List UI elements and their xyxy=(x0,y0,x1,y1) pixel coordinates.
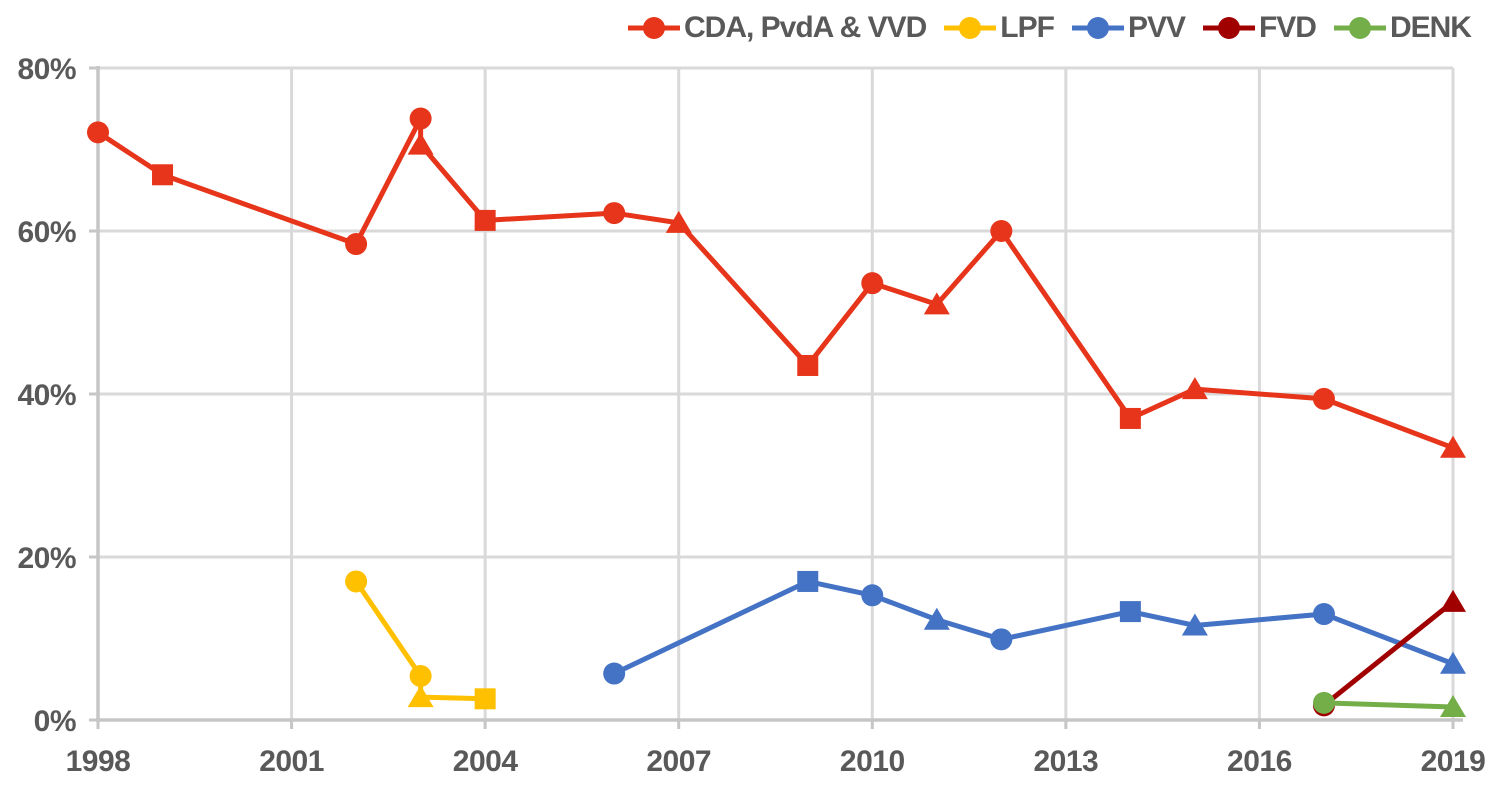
data-point-marker-cda-pvda-vvd xyxy=(345,233,368,256)
data-point-marker-cda-pvda-vvd xyxy=(87,121,109,144)
data-point-marker-cda-pvda-vvd xyxy=(1440,435,1466,458)
data-point-marker-cda-pvda-vvd xyxy=(861,272,884,295)
legend-line-marker-icon xyxy=(1333,17,1386,39)
series-fvd xyxy=(1312,589,1466,717)
series-lpf xyxy=(345,570,496,710)
data-point-marker-cda-pvda-vvd xyxy=(1119,407,1141,429)
legend-line-marker-icon xyxy=(628,17,680,39)
x-axis-tick-label: 2004 xyxy=(453,745,519,778)
data-point-marker-cda-pvda-vvd xyxy=(1181,377,1208,400)
series-line-denk xyxy=(1321,700,1456,710)
data-point-marker-cda-pvda-vvd xyxy=(1312,387,1335,410)
x-axis-tick-label: 2016 xyxy=(1227,745,1292,778)
legend-item-lpf: LPF xyxy=(944,11,1055,45)
y-axis-tick-label: 0% xyxy=(34,705,76,738)
data-point-marker-cda-pvda-vvd xyxy=(474,209,496,231)
y-axis-tick-label: 20% xyxy=(17,542,76,575)
legend-item-label: LPF xyxy=(1000,11,1055,44)
data-point-marker-lpf xyxy=(409,664,432,687)
data-point-marker-denk xyxy=(1440,694,1466,717)
series-denk xyxy=(1312,691,1466,717)
data-point-marker-cda-pvda-vvd xyxy=(409,107,432,130)
legend: CDA, PvdA & VVD LPF PVV FVD DENK xyxy=(628,8,1472,48)
axes xyxy=(89,66,1463,729)
data-point-marker-cda-pvda-vvd xyxy=(665,210,692,233)
legend-item-label: DENK xyxy=(1389,11,1472,44)
data-point-marker-lpf xyxy=(345,570,368,593)
axis-labels: 1998 2001 2004 2007 2010 2013 2016 2019 0% 20% 40%… xyxy=(17,53,1485,778)
legend-item-label: FVD xyxy=(1258,11,1317,44)
x-axis-tick-label: 2007 xyxy=(646,745,711,778)
legend-item-pvv: PVV xyxy=(1071,11,1186,45)
legend-line-marker-icon xyxy=(944,17,997,39)
series-line-pvv xyxy=(611,578,1456,677)
legend-item-label: PVV xyxy=(1127,11,1186,44)
data-point-marker-cda-pvda-vvd xyxy=(990,220,1013,242)
x-axis-tick-label: 2013 xyxy=(1033,745,1098,778)
legend-item-fvd: FVD xyxy=(1202,11,1317,45)
legend-item-label: CDA, PvdA & VVD xyxy=(684,11,927,44)
data-point-marker-pvv xyxy=(1312,603,1335,626)
data-point-marker-pvv xyxy=(1440,651,1466,674)
data-point-marker-cda-pvda-vvd xyxy=(923,292,950,315)
data-point-marker-denk xyxy=(1312,691,1335,714)
legend-item-cda-pvda-vvd: CDA, PvdA & VVD xyxy=(628,11,927,45)
data-point-marker-lpf xyxy=(474,688,496,710)
y-axis-tick-label: 40% xyxy=(17,379,76,412)
x-axis-tick-label: 1998 xyxy=(66,745,131,778)
data-point-marker-pvv xyxy=(797,570,819,592)
y-axis-tick-label: 60% xyxy=(17,216,76,249)
data-point-marker-pvv xyxy=(1181,613,1208,636)
x-axis-tick-label: 2019 xyxy=(1421,745,1486,778)
data-point-marker-pvv xyxy=(990,628,1013,651)
series-line-fvd xyxy=(1321,599,1456,708)
legend-item-denk: DENK xyxy=(1333,11,1472,45)
data-point-marker-cda-pvda-vvd xyxy=(407,132,434,155)
data-point-marker-fvd xyxy=(1440,589,1466,612)
data-point-marker-cda-pvda-vvd xyxy=(603,202,626,225)
data-point-marker-pvv xyxy=(861,584,884,607)
series-line-cda-pvda-vvd xyxy=(95,116,1456,451)
data-point-marker-pvv xyxy=(1119,601,1141,623)
data-point-marker-cda-pvda-vvd xyxy=(797,354,819,376)
y-axis-tick-label: 80% xyxy=(17,53,76,86)
legend-line-marker-icon xyxy=(1202,17,1255,39)
x-axis-tick-label: 2001 xyxy=(259,745,324,778)
series-cda-pvda-vvd xyxy=(87,107,1466,458)
data-point-marker-pvv xyxy=(923,607,950,630)
data-point-marker-lpf xyxy=(407,685,434,708)
x-axis-tick-label: 2010 xyxy=(840,745,905,778)
data-point-marker-cda-pvda-vvd xyxy=(152,164,174,186)
legend-line-marker-icon xyxy=(1071,17,1124,39)
series-pvv xyxy=(603,570,1466,685)
data-point-marker-pvv xyxy=(603,662,626,685)
